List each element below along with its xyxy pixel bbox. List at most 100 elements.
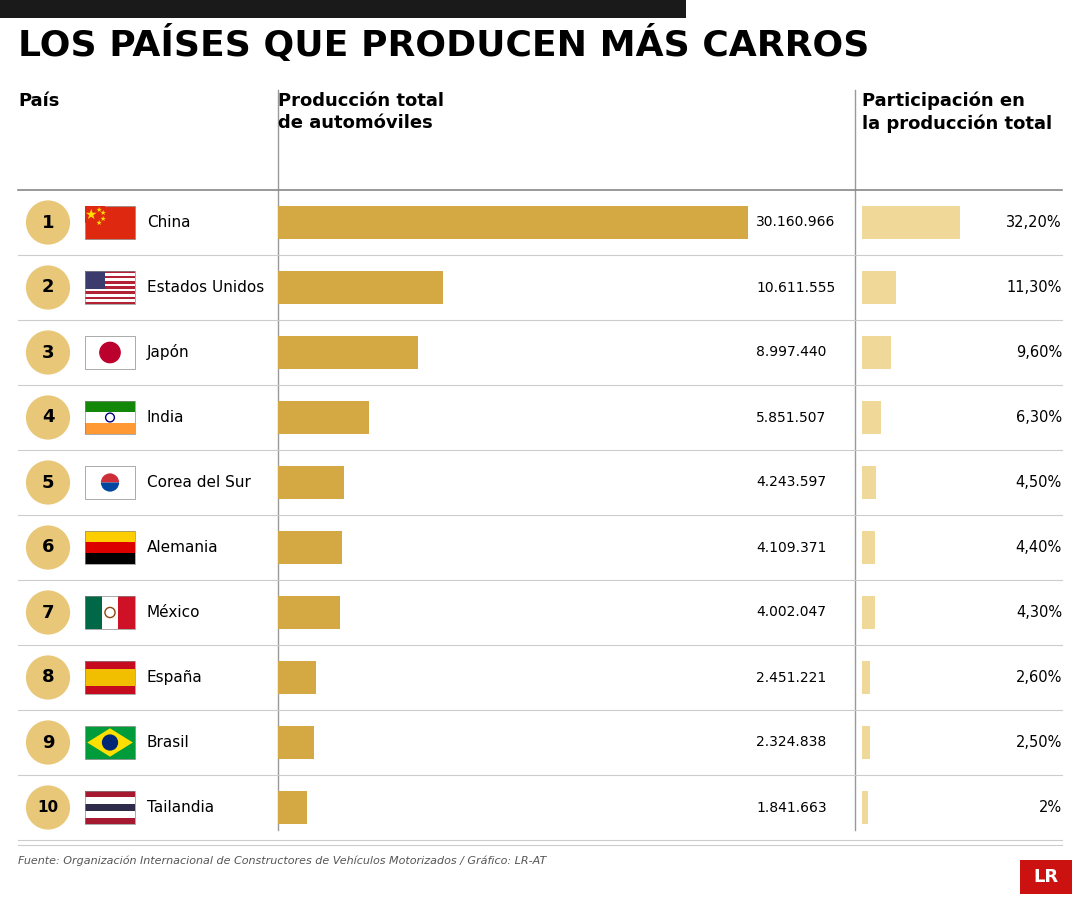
Text: Tailandia: Tailandia xyxy=(147,800,214,815)
Text: País: País xyxy=(18,92,59,110)
Text: 4.002.047: 4.002.047 xyxy=(756,606,826,619)
Bar xyxy=(84,289,135,292)
Text: 30.160.966: 30.160.966 xyxy=(756,215,835,230)
Text: 4,50%: 4,50% xyxy=(1016,475,1062,490)
Bar xyxy=(862,465,876,500)
Text: Fuente: Organización Internacional de Constructores de Vehículos Motorizados / G: Fuente: Organización Internacional de Co… xyxy=(18,856,546,867)
Bar xyxy=(84,336,135,369)
Bar xyxy=(278,271,444,304)
Text: ★: ★ xyxy=(99,211,106,216)
Bar xyxy=(84,790,135,797)
Bar xyxy=(84,669,135,686)
Text: España: España xyxy=(147,670,203,685)
Bar xyxy=(278,790,307,824)
Text: India: India xyxy=(147,410,185,425)
Bar xyxy=(84,286,135,289)
Bar xyxy=(84,297,135,299)
Text: Japón: Japón xyxy=(147,345,190,361)
Bar xyxy=(102,596,119,629)
Text: 8: 8 xyxy=(42,669,54,687)
Bar xyxy=(84,292,135,294)
Bar xyxy=(84,596,135,629)
Bar xyxy=(84,661,135,669)
Bar xyxy=(84,554,135,564)
Bar xyxy=(84,278,135,281)
Text: 2%: 2% xyxy=(1039,800,1062,815)
Bar xyxy=(84,271,135,304)
Text: 32,20%: 32,20% xyxy=(1007,215,1062,230)
Text: ★: ★ xyxy=(96,207,102,212)
Text: Brasil: Brasil xyxy=(147,735,190,750)
Circle shape xyxy=(26,330,70,374)
Bar xyxy=(862,596,875,629)
Text: Estados Unidos: Estados Unidos xyxy=(147,280,265,295)
Bar xyxy=(84,804,135,811)
Text: 4: 4 xyxy=(42,409,54,427)
Text: ★: ★ xyxy=(96,220,102,226)
Bar xyxy=(84,531,135,542)
Bar xyxy=(862,531,876,564)
Bar xyxy=(278,661,316,695)
Bar xyxy=(84,281,135,284)
Text: 8.997.440: 8.997.440 xyxy=(756,346,826,359)
Text: 2.324.838: 2.324.838 xyxy=(756,735,826,750)
Circle shape xyxy=(26,526,70,570)
Bar xyxy=(278,725,314,760)
Text: ★: ★ xyxy=(99,216,106,222)
Circle shape xyxy=(26,461,70,505)
Circle shape xyxy=(99,342,120,363)
Bar xyxy=(862,205,960,239)
Text: 9,60%: 9,60% xyxy=(1016,345,1062,360)
Text: 1: 1 xyxy=(42,213,54,231)
Bar xyxy=(84,294,135,297)
Bar xyxy=(84,205,135,239)
Bar xyxy=(84,400,135,412)
Bar xyxy=(84,790,135,824)
Text: 7: 7 xyxy=(42,604,54,622)
Bar xyxy=(1020,860,1072,894)
Bar xyxy=(84,531,135,564)
Text: Alemania: Alemania xyxy=(147,540,218,555)
Text: 4,30%: 4,30% xyxy=(1016,605,1062,620)
Text: 1.841.663: 1.841.663 xyxy=(756,800,826,814)
Text: 9: 9 xyxy=(42,734,54,752)
Bar xyxy=(278,336,418,369)
Text: 10: 10 xyxy=(38,800,58,815)
Wedge shape xyxy=(100,473,119,482)
Bar xyxy=(862,336,891,369)
Bar xyxy=(862,400,881,435)
Circle shape xyxy=(26,720,70,765)
Bar xyxy=(84,412,135,423)
Bar xyxy=(862,661,869,695)
Bar xyxy=(84,797,135,804)
Circle shape xyxy=(26,395,70,439)
Polygon shape xyxy=(87,728,133,757)
Text: 11,30%: 11,30% xyxy=(1007,280,1062,295)
Text: LOS PAÍSES QUE PRODUCEN MÁS CARROS: LOS PAÍSES QUE PRODUCEN MÁS CARROS xyxy=(18,25,869,63)
Text: 4,40%: 4,40% xyxy=(1016,540,1062,555)
Text: ★: ★ xyxy=(84,208,97,222)
Bar xyxy=(862,790,868,824)
Bar xyxy=(84,817,135,824)
Text: China: China xyxy=(147,215,190,230)
Bar xyxy=(862,725,869,760)
Bar xyxy=(84,284,135,286)
Circle shape xyxy=(26,655,70,699)
Text: Producción total
de automóviles: Producción total de automóviles xyxy=(278,92,444,132)
Bar xyxy=(84,465,135,500)
Text: 2: 2 xyxy=(42,278,54,296)
Bar xyxy=(84,400,135,435)
Bar xyxy=(278,531,342,564)
Text: Corea del Sur: Corea del Sur xyxy=(147,475,251,490)
Bar xyxy=(278,205,748,239)
Text: 2,50%: 2,50% xyxy=(1015,735,1062,750)
Circle shape xyxy=(26,590,70,634)
Text: Participación en
la producción total: Participación en la producción total xyxy=(862,92,1052,133)
Bar xyxy=(84,811,135,817)
Circle shape xyxy=(26,201,70,245)
Bar xyxy=(278,596,340,629)
Bar xyxy=(84,725,135,760)
Text: 6,30%: 6,30% xyxy=(1016,410,1062,425)
Text: 2,60%: 2,60% xyxy=(1015,670,1062,685)
Bar xyxy=(84,271,135,274)
